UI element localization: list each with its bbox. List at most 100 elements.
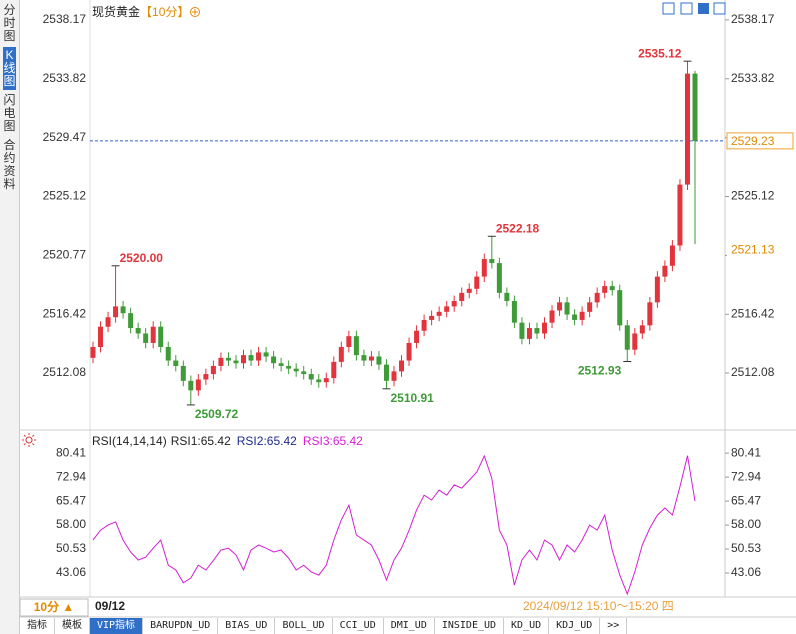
chart-header: 现货黄金 【10分】	[92, 3, 201, 20]
candle-body	[444, 306, 450, 312]
y-tick-label: 2516.42	[731, 306, 775, 320]
candle-body	[542, 322, 547, 334]
indicator-tab[interactable]: INSIDE_UD	[435, 618, 505, 634]
candle-body	[301, 371, 307, 375]
y-tick-label: 2529.47	[43, 130, 87, 144]
candle-body	[526, 328, 532, 339]
candle-body	[654, 276, 660, 303]
y-tick-label: 58.00	[731, 517, 761, 531]
candle-body	[519, 322, 525, 339]
candle-body	[677, 184, 683, 246]
side-tab[interactable]: 合约资料	[3, 138, 16, 191]
candle-body	[609, 286, 615, 291]
candle-body	[150, 326, 156, 343]
candle-body	[180, 365, 186, 381]
candle-body	[308, 374, 314, 380]
candle-body	[481, 259, 487, 277]
indicator-tab[interactable]: BIAS_UD	[218, 618, 276, 634]
extreme-label: 2535.12	[638, 46, 682, 60]
y-tick-label: 80.41	[56, 445, 86, 459]
candle-body	[594, 292, 600, 303]
icon[interactable]	[662, 2, 675, 15]
indicator-tab[interactable]: CCI_UD	[333, 618, 384, 634]
candle-body	[113, 306, 119, 318]
icon	[22, 433, 36, 447]
candle-body	[406, 342, 412, 361]
candle-body	[534, 328, 540, 334]
candle-body	[90, 347, 96, 358]
last-price-label: 2529.23	[731, 134, 775, 148]
period-box[interactable]	[19, 598, 89, 617]
candle-body	[195, 379, 201, 391]
extreme-label: 2520.00	[120, 251, 164, 265]
candle-body	[587, 302, 593, 312]
indicator-tab[interactable]: 指标	[20, 618, 55, 634]
candle-body	[248, 355, 254, 361]
candle-body	[579, 311, 585, 320]
side-tab[interactable]: 闪电图	[3, 93, 16, 133]
candle-body	[436, 311, 442, 316]
candle-body	[233, 360, 239, 364]
chart-title: 现货黄金	[92, 5, 141, 19]
ref-price-bg	[727, 242, 787, 259]
y-tick-label: 2512.08	[43, 365, 87, 379]
indicator-tab[interactable]: BARUPDN_UD	[143, 618, 219, 634]
indicator-tab[interactable]: KDJ_UD	[549, 618, 601, 634]
settings-icon[interactable]	[22, 433, 36, 447]
legend-item: RSI3:65.42	[303, 434, 363, 448]
candle-body	[203, 374, 209, 380]
y-tick-label: 43.06	[56, 565, 86, 579]
candle-body	[383, 364, 389, 381]
candle-body	[346, 336, 352, 348]
y-tick-label: 72.94	[56, 469, 86, 483]
side-tab[interactable]: 分时图	[3, 3, 16, 43]
icon[interactable]	[698, 3, 709, 14]
time-range: 2024/09/12 15:10～15:20 四	[523, 599, 674, 613]
y-tick-label: 2512.08	[731, 365, 775, 379]
y-tick-label: 80.41	[731, 445, 761, 459]
indicator-tab[interactable]: KD_UD	[504, 618, 550, 634]
candle-body	[489, 259, 495, 264]
add-icon[interactable]	[189, 6, 201, 18]
y-tick-label: 2516.42	[43, 306, 87, 320]
candle-body	[504, 292, 510, 301]
indicator-tab[interactable]: BOLL_UD	[275, 618, 333, 634]
candle-body	[128, 313, 134, 329]
candle-body	[421, 319, 427, 331]
candle-body	[639, 325, 645, 334]
icon[interactable]	[713, 2, 726, 15]
indicator-tab[interactable]: >>	[600, 618, 628, 634]
candle-body	[414, 330, 420, 343]
indicator-tab[interactable]: VIP指标	[90, 618, 144, 634]
y-tick-label: 65.47	[731, 493, 761, 507]
candle-body	[692, 73, 698, 141]
candle-body	[286, 365, 292, 369]
candle-body	[173, 360, 179, 366]
indicator-tab[interactable]: DMI_UD	[384, 618, 435, 634]
y-tick-label: 2538.17	[731, 12, 775, 26]
candle-body	[376, 356, 382, 365]
icon[interactable]	[25, 436, 33, 444]
y-tick-label: 2525.12	[731, 189, 775, 203]
candle-body	[105, 317, 111, 327]
toolbar-icons[interactable]	[662, 2, 726, 15]
icon[interactable]	[680, 2, 693, 15]
indicator-title: RSI(14,14,14)	[92, 434, 167, 448]
y-tick-label: 65.47	[56, 493, 86, 507]
y-tick-label: 72.94	[731, 469, 761, 483]
candle-body	[617, 290, 623, 326]
candle-body	[632, 333, 638, 350]
y-tick-label: 2533.82	[731, 71, 775, 85]
extreme-label: 2522.18	[496, 221, 540, 235]
candle-body	[399, 360, 405, 372]
candle-body	[662, 265, 668, 277]
candle-body	[293, 368, 299, 372]
candle-body	[391, 371, 397, 381]
period-label[interactable]: 10分 ▲	[34, 599, 75, 614]
extreme-label: 2512.93	[578, 364, 622, 378]
indicator-tab[interactable]: 模板	[55, 618, 90, 634]
candle-body	[218, 357, 224, 366]
side-tab[interactable]: K线图	[3, 47, 16, 90]
candle-body	[564, 302, 570, 315]
